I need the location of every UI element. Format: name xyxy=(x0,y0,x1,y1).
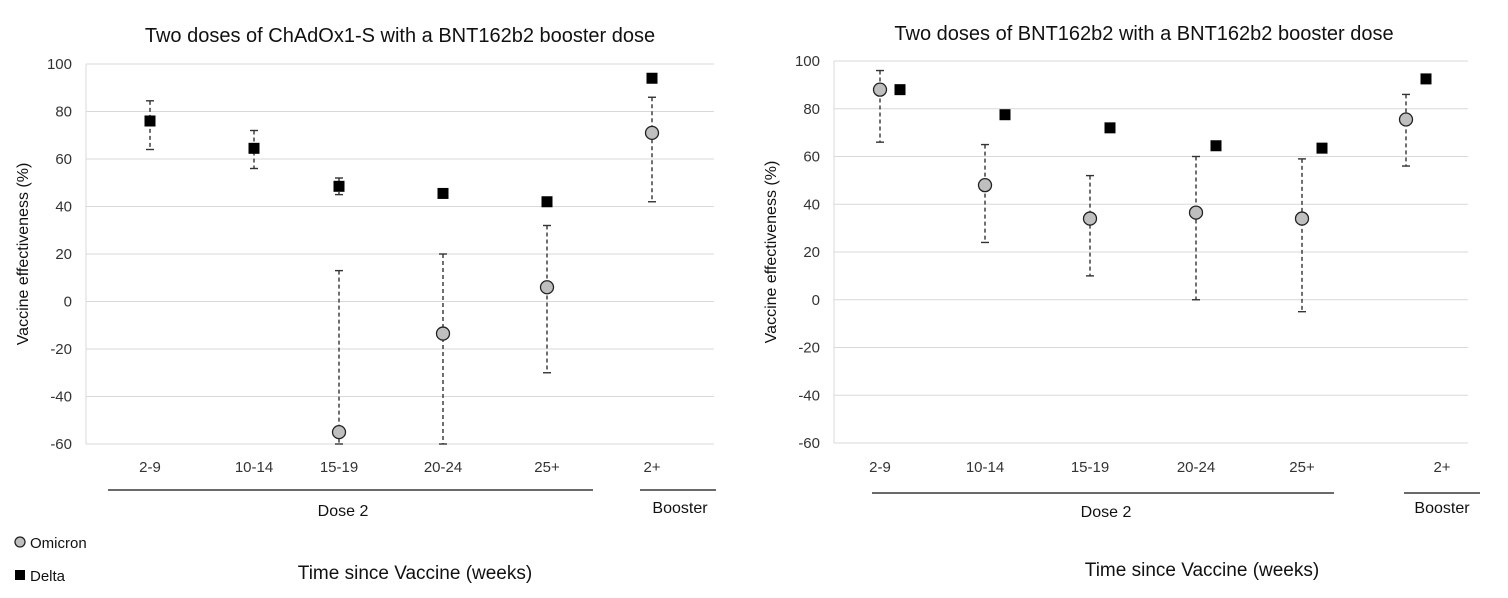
point-omicron-20-24 xyxy=(435,326,451,341)
x-tick-label: 25+ xyxy=(1289,459,1315,476)
point-delta-10-14 xyxy=(248,142,260,154)
y-tick-label: -20 xyxy=(798,340,820,357)
y-tick-label: 20 xyxy=(803,244,820,261)
y-tick-label: 100 xyxy=(795,53,820,70)
y-tick-label: 80 xyxy=(55,104,72,121)
x-tick-label: 2-9 xyxy=(869,459,891,476)
x-axis-label: Time since Vaccine (weeks) xyxy=(1085,560,1319,581)
point-delta-20-24 xyxy=(437,187,449,199)
group-label: Booster xyxy=(1414,500,1470,517)
point-delta-20-24 xyxy=(1210,140,1222,152)
x-tick-label: 20-24 xyxy=(424,459,462,476)
y-tick-label: 0 xyxy=(64,294,72,311)
chart-title: Two doses of ChAdOx1-S with a BNT162b2 b… xyxy=(145,25,655,47)
point-delta-25+ xyxy=(541,196,553,208)
legend-label: Delta xyxy=(30,568,66,585)
point-delta-2-9 xyxy=(144,115,156,127)
legend-marker-delta xyxy=(15,570,25,580)
point-delta-15-19 xyxy=(1104,122,1116,134)
point-omicron-15-19 xyxy=(1082,211,1098,226)
x-tick-label: 15-19 xyxy=(320,459,358,476)
legend: Omicron Delta xyxy=(14,535,87,585)
point-omicron-15-19 xyxy=(331,424,347,440)
point-delta-2-9 xyxy=(894,84,906,96)
y-tick-label: 40 xyxy=(803,196,820,213)
point-delta-2+ xyxy=(646,72,658,84)
y-tick-label: 80 xyxy=(803,101,820,118)
x-tick-label: 20-24 xyxy=(1177,459,1215,476)
y-axis-label: Vaccine effectiveness (%) xyxy=(763,161,780,344)
x-tick-label: 2-9 xyxy=(139,459,161,476)
point-delta-10-14 xyxy=(999,109,1011,121)
point-omicron-2+ xyxy=(644,125,660,141)
y-axis-label: Vaccine effectiveness (%) xyxy=(15,163,32,346)
point-delta-2+ xyxy=(1420,73,1432,85)
chart-bnt162b2-booster: Two doses of BNT162b2 with a BNT162b2 bo… xyxy=(763,23,1480,581)
point-omicron-2+ xyxy=(1398,112,1414,127)
x-tick-label: 15-19 xyxy=(1071,459,1109,476)
y-tick-label: 0 xyxy=(812,292,820,309)
y-tick-label: 60 xyxy=(55,151,72,168)
x-tick-label: 2+ xyxy=(643,459,660,476)
x-tick-label: 10-14 xyxy=(966,459,1004,476)
group-label: Dose 2 xyxy=(1081,504,1132,521)
y-tick-label: -20 xyxy=(50,341,72,358)
x-tick-label: 2+ xyxy=(1433,459,1450,476)
legend-label: Omicron xyxy=(30,535,87,552)
point-delta-25+ xyxy=(1316,142,1328,154)
point-omicron-2-9 xyxy=(872,82,888,97)
y-tick-label: -60 xyxy=(50,436,72,453)
y-tick-label: -40 xyxy=(50,389,72,406)
x-tick-label: 10-14 xyxy=(235,459,273,476)
y-tick-label: 60 xyxy=(803,149,820,166)
y-tick-label: 40 xyxy=(55,199,72,216)
chart-chadox1-booster: Two doses of ChAdOx1-S with a BNT162b2 b… xyxy=(15,25,716,584)
point-omicron-20-24 xyxy=(1188,205,1204,220)
group-label: Dose 2 xyxy=(318,503,369,520)
chart-title: Two doses of BNT162b2 with a BNT162b2 bo… xyxy=(894,23,1393,45)
legend-marker-omicron xyxy=(14,536,26,548)
group-label: Booster xyxy=(652,500,708,517)
point-omicron-25+ xyxy=(1294,211,1310,226)
x-axis-label: Time since Vaccine (weeks) xyxy=(298,563,532,584)
point-omicron-10-14 xyxy=(977,177,993,193)
point-delta-15-19 xyxy=(333,180,345,192)
y-tick-label: 20 xyxy=(55,246,72,263)
y-tick-label: 100 xyxy=(47,56,72,73)
y-tick-label: -40 xyxy=(798,387,820,404)
x-tick-label: 25+ xyxy=(534,459,560,476)
point-omicron-25+ xyxy=(539,280,555,295)
y-tick-label: -60 xyxy=(798,435,820,452)
